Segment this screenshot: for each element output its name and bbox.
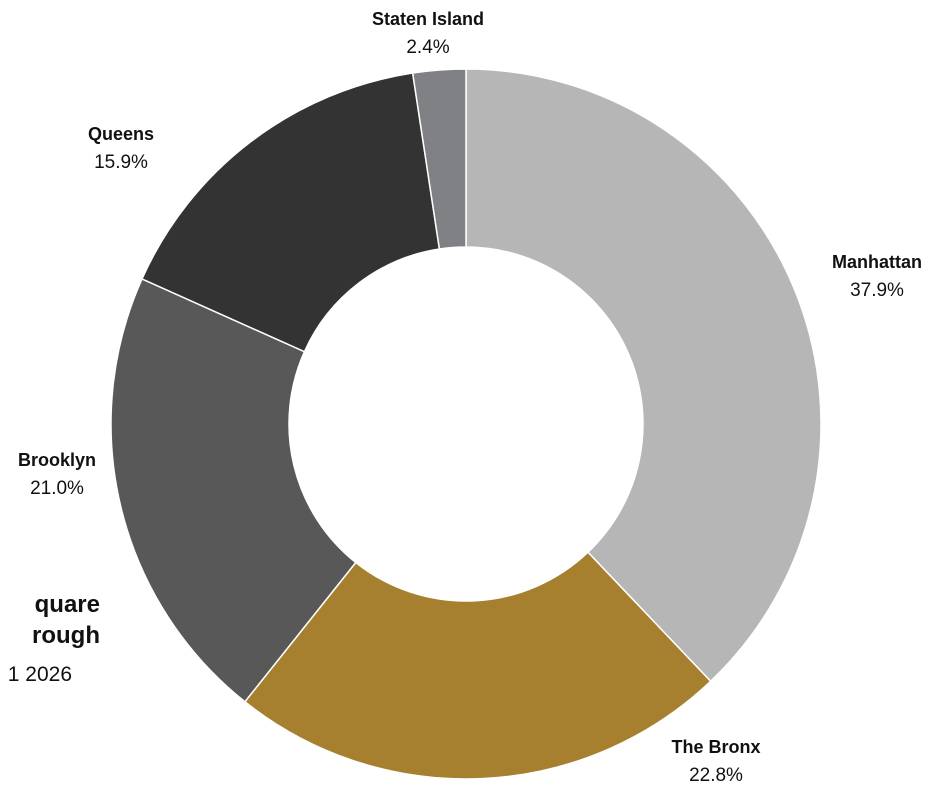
slice-queens [141,72,441,353]
slice-the-bronx [243,551,712,780]
chart-title-line-1: quare [35,591,100,618]
slice-label-brooklyn: Brooklyn [18,450,96,470]
donut-slices [110,68,822,780]
slice-label-staten-island: Staten Island [372,9,484,29]
slice-value-queens: 15.9% [94,152,148,173]
chart-subtitle: 1 2026 [8,663,72,686]
slice-value-manhattan: 37.9% [850,280,904,301]
chart-title-line-2: rough [32,622,100,649]
slice-manhattan [465,68,822,683]
slice-value-staten-island: 2.4% [406,37,449,58]
slice-labels: Manhattan 37.9% The Bronx 22.8% Brooklyn 21.0… [18,9,922,786]
slice-label-the-bronx: The Bronx [671,737,760,757]
chart-title: quare rough 1 2026 [8,591,100,686]
slice-staten-island [411,68,467,250]
slice-value-brooklyn: 21.0% [30,478,84,499]
slice-value-the-bronx: 22.8% [689,765,743,786]
slice-brooklyn [110,277,357,703]
slice-label-queens: Queens [88,124,154,144]
slice-label-manhattan: Manhattan [832,252,922,272]
